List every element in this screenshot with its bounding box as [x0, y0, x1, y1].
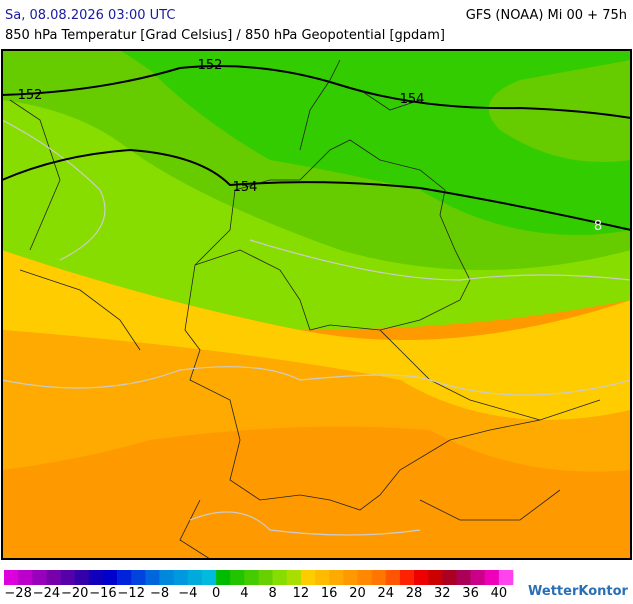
colorbar-segment — [484, 570, 500, 585]
colorbar-segment — [470, 570, 486, 585]
colorbar-label: 24 — [377, 586, 394, 600]
model-run: GFS (NOAA) Mi 00 + 75h — [466, 8, 627, 23]
colorbar-segment — [286, 570, 302, 585]
colorbar-label: 12 — [293, 586, 310, 600]
colorbar-segment — [343, 570, 358, 585]
colorbar-segment — [329, 570, 344, 585]
colorbar-label: −8 — [150, 586, 169, 600]
valid-time: Sa, 08.08.2026 03:00 UTC — [5, 8, 175, 23]
colorbar-segment — [117, 570, 132, 585]
colorbar-segment — [187, 570, 203, 585]
subtitle: 850 hPa Temperatur [Grad Celsius] / 850 … — [5, 28, 445, 43]
colorbar-segment — [4, 570, 19, 585]
colorbar-segment — [385, 570, 401, 585]
colorbar-segment — [201, 570, 217, 585]
colorbar-label: 8 — [268, 586, 276, 600]
contour-label: 154 — [400, 92, 425, 107]
colorbar-label: −20 — [61, 586, 88, 600]
colorbar-label: −24 — [33, 586, 60, 600]
colorbar-segment — [258, 570, 273, 585]
colorbar-label: 0 — [212, 586, 220, 600]
logo: WetterKontor — [528, 584, 629, 599]
colorbar-segment — [371, 570, 387, 585]
colorbar-label: −16 — [89, 586, 116, 600]
contour-label: 8 — [594, 219, 602, 234]
colorbar-segment — [414, 570, 429, 585]
colorbar-segment — [74, 570, 90, 585]
colorbar-segment — [428, 570, 443, 585]
colorbar-label: 28 — [406, 586, 423, 600]
contour-label: 152 — [198, 58, 223, 73]
colorbar-segment — [300, 570, 316, 585]
colorbar-label: 20 — [349, 586, 366, 600]
colorbar-segment — [442, 570, 457, 585]
colorbar-label: −28 — [4, 586, 31, 600]
colorbar-segment — [32, 570, 47, 585]
colorbar-segment — [159, 570, 174, 585]
map — [1, 49, 632, 560]
colorbar-segment — [131, 570, 146, 585]
colorbar-segment — [399, 570, 415, 585]
colorbar-segment — [456, 570, 471, 585]
colorbar-label: 4 — [240, 586, 248, 600]
colorbar-label: 32 — [434, 586, 451, 600]
colorbar-label: 16 — [321, 586, 338, 600]
colorbar-segment — [145, 570, 160, 585]
contour-label: 154 — [233, 180, 258, 195]
colorbar-segment — [60, 570, 75, 585]
colorbar-segment — [315, 570, 330, 585]
colorbar-segment — [498, 570, 514, 585]
contour-label: 152 — [18, 88, 43, 103]
colorbar-label: −4 — [178, 586, 197, 600]
colorbar-segment — [272, 570, 288, 585]
colorbar-segment — [88, 570, 104, 585]
colorbar-label: 36 — [462, 586, 479, 600]
colorbar-segment — [230, 570, 245, 585]
colorbar-segment — [216, 570, 231, 585]
colorbar-segment — [46, 570, 61, 585]
colorbar-segment — [357, 570, 372, 585]
colorbar-segment — [18, 570, 33, 585]
colorbar-label: −12 — [118, 586, 145, 600]
colorbar-segment — [102, 570, 118, 585]
colorbar-segment — [244, 570, 259, 585]
colorbar-segment — [173, 570, 189, 585]
colorbar-label: 40 — [491, 586, 508, 600]
